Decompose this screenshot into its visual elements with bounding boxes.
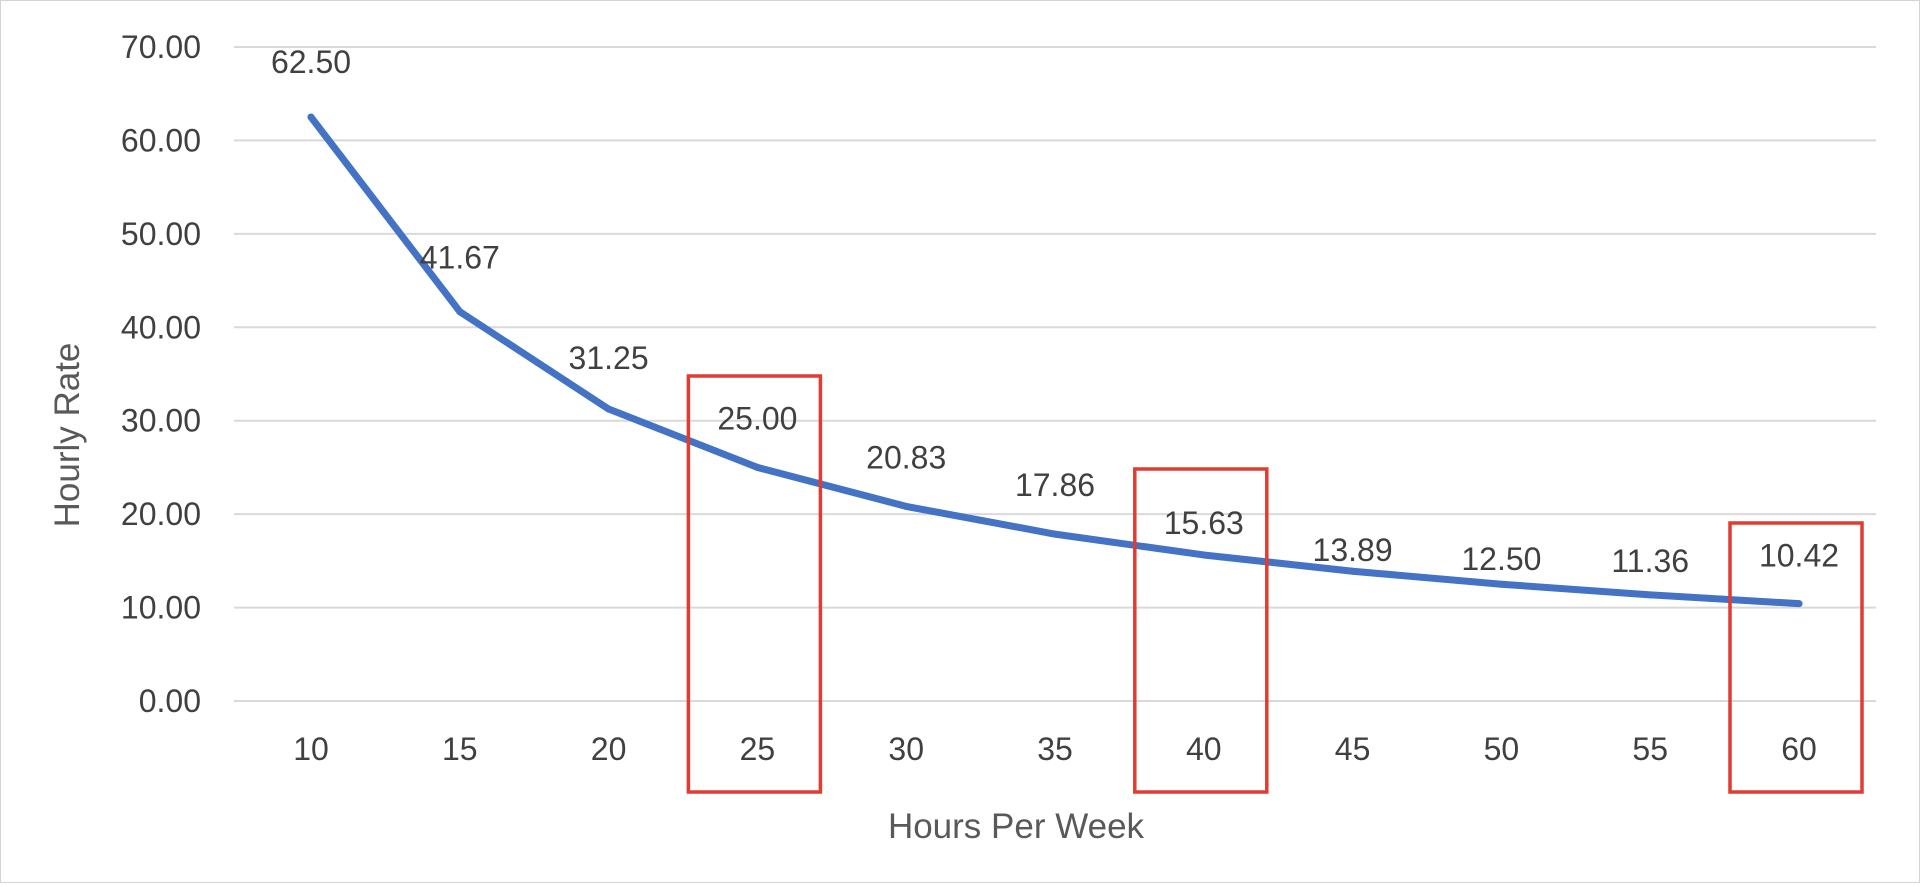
y-tick-label: 30.00: [121, 403, 201, 439]
x-tick-label: 55: [1632, 731, 1668, 767]
x-tick-label: 35: [1037, 731, 1073, 767]
x-axis-ticks: 10 15 20 25 30 35 40 45 50 55 60: [293, 731, 1817, 767]
data-point: [1349, 567, 1357, 575]
data-point: [902, 502, 910, 510]
y-tick-label: 20.00: [121, 496, 201, 532]
data-label: 41.67: [420, 240, 500, 276]
x-axis-title: Hours Per Week: [888, 807, 1145, 846]
data-point: [1051, 530, 1059, 538]
data-label: 25.00: [717, 400, 797, 436]
y-tick-label: 70.00: [121, 29, 201, 65]
highlight-box: [1133, 467, 1269, 794]
data-point: [307, 113, 315, 121]
data-label: 13.89: [1313, 532, 1393, 568]
data-point: [605, 405, 613, 413]
data-label: 31.25: [569, 340, 649, 376]
series-layer: [307, 113, 1803, 608]
data-label: 15.63: [1164, 505, 1244, 541]
data-point: [1646, 591, 1654, 599]
data-label: 10.42: [1759, 538, 1839, 574]
data-label: 12.50: [1461, 541, 1541, 577]
data-point: [1795, 600, 1803, 608]
data-label: 17.86: [1015, 467, 1095, 503]
highlight-box: [1728, 521, 1864, 794]
y-tick-label: 40.00: [121, 309, 201, 345]
data-labels: 62.50 41.67 31.25 25.00 20.83 17.86 15.63 13.89…: [271, 44, 1839, 579]
y-tick-label: 10.00: [121, 590, 201, 626]
data-label: 62.50: [271, 44, 351, 80]
y-axis-title: Hourly Rate: [48, 343, 87, 528]
y-axis-ticks: 0.00 10.00 20.00 30.00 40.00 50.00 60.00 70.00: [121, 29, 201, 719]
data-point: [456, 308, 464, 316]
x-tick-label: 30: [888, 731, 924, 767]
x-tick-label: 20: [591, 731, 627, 767]
y-tick-label: 0.00: [139, 683, 201, 719]
highlight-box: [686, 374, 823, 794]
x-tick-label: 10: [293, 731, 329, 767]
data-label: 11.36: [1611, 543, 1689, 579]
y-tick-label: 60.00: [121, 122, 201, 158]
gridlines: [234, 46, 1876, 702]
data-point: [1200, 551, 1208, 559]
x-tick-label: 15: [442, 731, 478, 767]
y-tick-label: 50.00: [121, 216, 201, 252]
data-point: [1497, 580, 1505, 588]
x-tick-label: 45: [1335, 731, 1371, 767]
data-point: [753, 463, 761, 471]
x-tick-label: 60: [1781, 731, 1817, 767]
data-label: 20.83: [866, 439, 946, 475]
x-tick-label: 50: [1484, 731, 1520, 767]
highlight-boxes: [686, 374, 1864, 794]
x-tick-label: 40: [1186, 731, 1222, 767]
x-tick-label: 25: [740, 731, 776, 767]
